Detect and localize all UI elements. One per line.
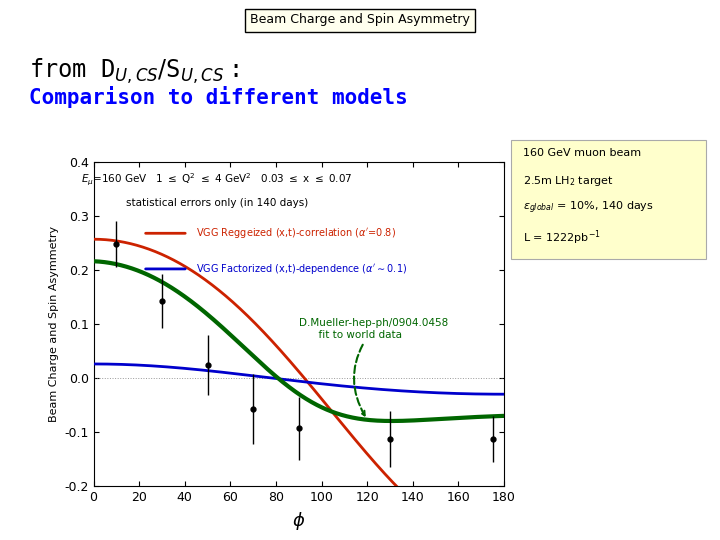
Y-axis label: Beam Charge and Spin Asymmetry: Beam Charge and Spin Asymmetry — [49, 226, 59, 422]
Text: VGG Reggeized (x,t)-correlation ($\alpha'$=0.8): VGG Reggeized (x,t)-correlation ($\alpha… — [196, 226, 396, 240]
Text: 2.5m LH$_2$ target: 2.5m LH$_2$ target — [523, 174, 613, 188]
Text: $\varepsilon_{global}$ = 10%, 140 days: $\varepsilon_{global}$ = 10%, 140 days — [523, 200, 654, 216]
Text: VGG Factorized (x,t)-dependence ($\alpha'$$\sim$0.1): VGG Factorized (x,t)-dependence ($\alpha… — [196, 262, 408, 276]
Text: ϕ: ϕ — [293, 512, 305, 530]
FancyBboxPatch shape — [511, 140, 706, 259]
Text: D.Mueller-hep-ph/0904.0458
      fit to world data: D.Mueller-hep-ph/0904.0458 fit to world … — [299, 318, 448, 415]
Text: from $\mathregular{D}$$_{U,CS}$$/$$\mathregular{S}$$_{U,CS}$$\mathregular{:}$: from $\mathregular{D}$$_{U,CS}$$/$$\math… — [29, 57, 238, 86]
Text: 160 GeV muon beam: 160 GeV muon beam — [523, 147, 641, 158]
Text: L = 1222pb$^{-1}$: L = 1222pb$^{-1}$ — [523, 228, 600, 247]
Text: Comparison to different models: Comparison to different models — [29, 86, 408, 109]
Text: statistical errors only (in 140 days): statistical errors only (in 140 days) — [125, 198, 308, 208]
Text: Beam Charge and Spin Asymmetry: Beam Charge and Spin Asymmetry — [250, 14, 470, 26]
Text: $E_{\mu}$=160 GeV   1 $\leq$ Q$^2$ $\leq$ 4 GeV$^2$   0.03 $\leq$ x $\leq$ 0.07: $E_{\mu}$=160 GeV 1 $\leq$ Q$^2$ $\leq$ … — [81, 172, 353, 188]
